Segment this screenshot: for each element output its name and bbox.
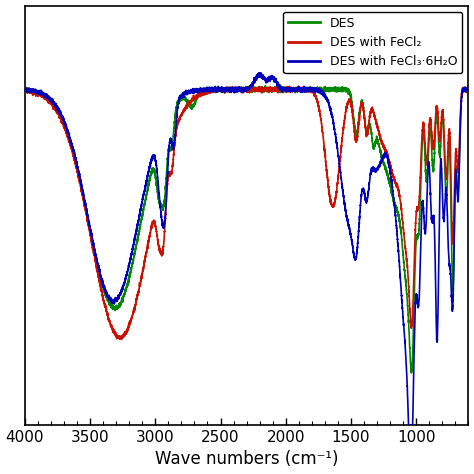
DES with FeCl₃·6H₂O (102, 290, 108, 296)
DES (310, 87, 316, 92)
Line: DES with FeCl₂: DES with FeCl₂ (25, 86, 468, 339)
DES with FeCl₃·6H₂O (191, 90, 197, 95)
DES (22, 85, 27, 91)
DES with FeCl₂ (102, 304, 108, 310)
DES with FeCl₃·6H₂O (258, 70, 264, 75)
DES (409, 370, 414, 376)
DES with FeCl₃·6H₂O (310, 86, 316, 92)
DES (102, 293, 108, 299)
DES (353, 130, 359, 136)
DES with FeCl₂ (250, 83, 256, 89)
DES (288, 86, 294, 92)
DES with FeCl₂ (191, 95, 197, 100)
DES (387, 179, 392, 185)
DES (191, 102, 197, 108)
DES with FeCl₂ (117, 336, 123, 342)
DES with FeCl₂ (353, 137, 359, 143)
DES with FeCl₃·6H₂O (353, 256, 359, 262)
DES (263, 83, 268, 89)
DES with FeCl₂ (310, 90, 316, 95)
Line: DES with FeCl₃·6H₂O: DES with FeCl₃·6H₂O (25, 73, 468, 425)
DES with FeCl₂ (288, 87, 294, 92)
DES with FeCl₂ (387, 160, 392, 165)
DES with FeCl₃·6H₂O (22, 87, 27, 93)
DES with FeCl₃·6H₂O (387, 165, 392, 171)
Legend: DES, DES with FeCl₂, DES with FeCl₃·6H₂O: DES, DES with FeCl₂, DES with FeCl₃·6H₂O (283, 12, 462, 73)
DES with FeCl₃·6H₂O (288, 86, 294, 91)
Line: DES: DES (25, 86, 468, 373)
DES with FeCl₃·6H₂O (406, 422, 411, 428)
DES with FeCl₃·6H₂O (465, 87, 471, 93)
X-axis label: Wave numbers (cm⁻¹): Wave numbers (cm⁻¹) (155, 450, 338, 468)
DES with FeCl₂ (22, 88, 27, 93)
DES with FeCl₂ (465, 88, 471, 94)
DES (465, 88, 471, 93)
